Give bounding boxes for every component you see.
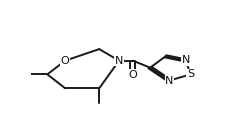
Text: S: S: [187, 69, 194, 79]
Text: O: O: [128, 70, 137, 80]
Text: N: N: [182, 55, 190, 65]
Text: N: N: [165, 76, 174, 86]
Text: O: O: [61, 56, 70, 66]
Text: N: N: [115, 56, 123, 66]
